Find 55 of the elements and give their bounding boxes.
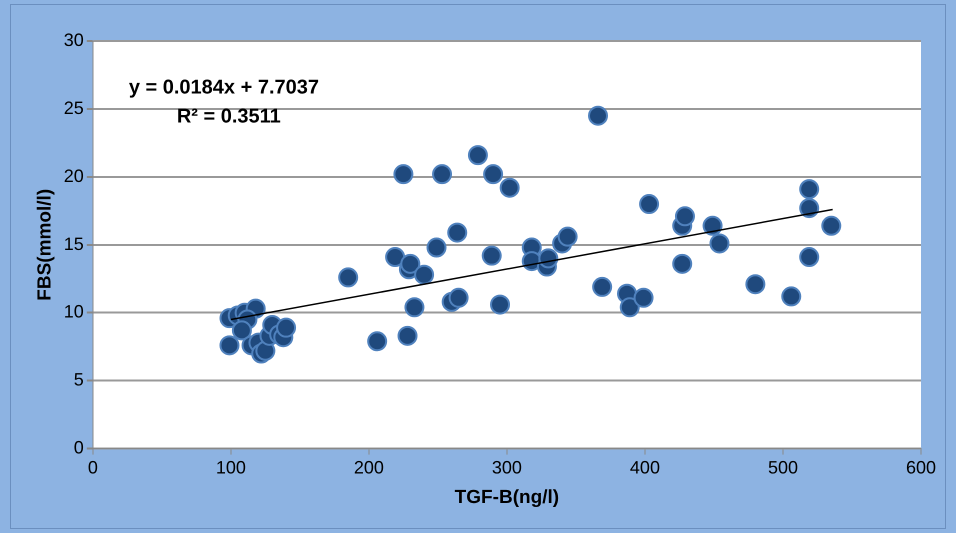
point: [482, 246, 502, 266]
point: [448, 288, 469, 308]
point: [414, 264, 434, 285]
point: [620, 297, 640, 318]
y-tick-label: 10: [64, 302, 84, 322]
point: [702, 216, 723, 236]
x-tick-label: 500: [768, 457, 798, 478]
point: [745, 274, 766, 294]
point: [674, 206, 695, 226]
y-tick-label: 0: [74, 438, 84, 458]
y-tick-label: 25: [64, 98, 84, 118]
x-axis-title: TGF-B(ng/l): [454, 486, 560, 508]
point: [781, 286, 802, 306]
point: [558, 226, 578, 247]
point: [588, 106, 608, 126]
x-tick-label: 300: [492, 457, 522, 478]
point: [821, 216, 842, 236]
point: [709, 233, 730, 254]
point: [799, 198, 820, 218]
x-tick-label: 0: [88, 457, 98, 478]
y-tick-label: 5: [74, 370, 84, 390]
annotation: y = 0.0184x + 7.7037: [128, 76, 320, 99]
point: [634, 288, 654, 308]
y-tick-label: 30: [64, 30, 84, 50]
x-tick-label: 400: [630, 457, 660, 478]
point: [367, 331, 388, 352]
point: [385, 247, 406, 268]
point: [483, 164, 504, 184]
annotation: R² = 0.3511: [176, 106, 281, 128]
y-axis-title: FBS(mmol/l): [34, 188, 56, 301]
point: [276, 318, 296, 338]
point: [400, 254, 420, 274]
point: [538, 248, 558, 268]
point: [426, 238, 447, 258]
point: [447, 222, 468, 243]
point: [490, 294, 510, 315]
x-tick-label: 200: [354, 457, 384, 478]
point: [592, 276, 612, 297]
x-tick-label: 100: [216, 457, 246, 478]
point: [219, 335, 240, 356]
point: [468, 145, 488, 166]
point: [404, 297, 424, 318]
point: [338, 267, 358, 288]
point: [672, 254, 692, 274]
point: [398, 326, 418, 346]
point: [639, 194, 660, 214]
point: [432, 164, 452, 184]
point: [799, 247, 820, 268]
point: [393, 164, 414, 184]
point: [799, 179, 820, 200]
point: [232, 320, 252, 340]
point: [500, 178, 520, 198]
y-tick-label: 20: [64, 166, 84, 186]
y-tick-label: 15: [64, 234, 84, 254]
x-tick-label: 600: [906, 457, 936, 478]
